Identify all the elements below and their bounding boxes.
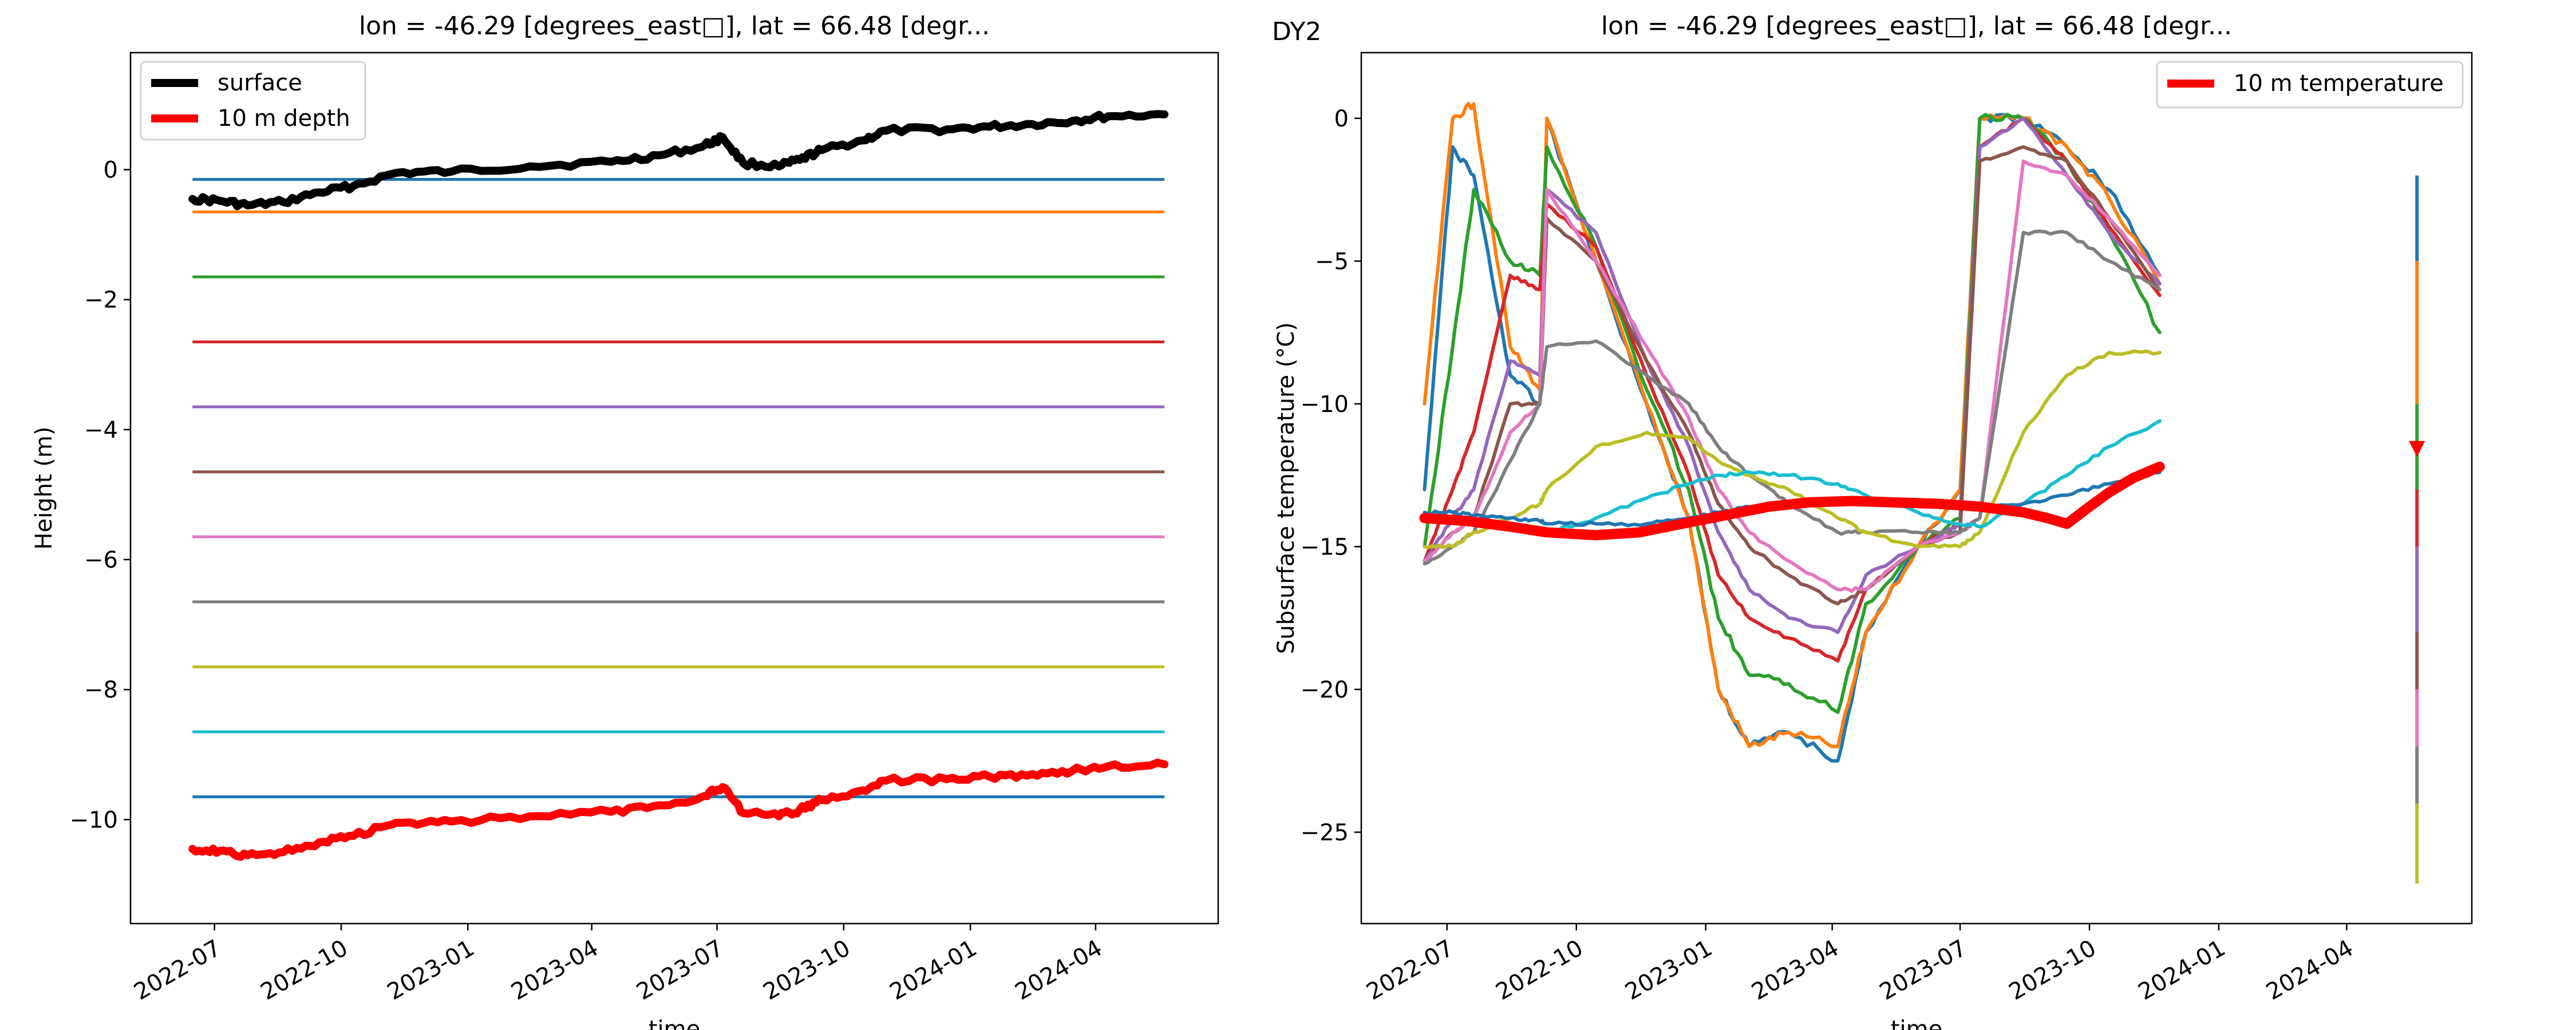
temperature-chart-series-group	[1419, 102, 2425, 884]
temperature-chart-ytick-label: −5	[1315, 248, 1349, 275]
figure-label: DY2	[1272, 17, 1321, 46]
legend-label-10m-depth: 10 m depth	[218, 105, 350, 132]
temperature-chart-xlabel: time	[1891, 1016, 1942, 1030]
temperature-chart-ytick-label: −15	[1301, 534, 1349, 560]
legend-label-surface: surface	[218, 70, 302, 96]
sensor-temperature-line	[1423, 145, 2162, 606]
surface-line	[188, 110, 1169, 211]
height-chart-ytick-label: −10	[70, 807, 118, 833]
sensor-temperature-line	[1423, 113, 2162, 714]
height-chart-ytick-label: −4	[84, 417, 118, 443]
temperature-chart-ytick-label: −10	[1301, 391, 1349, 418]
temperature-chart-ytick-label: 0	[1334, 106, 1349, 132]
height-chart-frame	[129, 52, 1219, 925]
legend-label-10m-temperature: 10 m temperature	[2234, 70, 2444, 97]
height-chart-xlabel: time	[649, 1016, 700, 1030]
height-chart-ytick-label: 0	[104, 157, 118, 183]
temperature-10m-line	[1419, 461, 2165, 541]
sensor-temperature-line	[1423, 116, 2162, 634]
temperature-chart-legend: 10 m temperature	[2156, 61, 2464, 109]
height-chart-title: lon = -46.29 [degrees_east□], lat = 66.4…	[359, 11, 990, 41]
height-chart-series-group	[188, 110, 1169, 861]
depth-10m-line	[188, 758, 1169, 861]
sensor-temperature-line	[1423, 349, 2162, 549]
height-chart-ytick-label: −8	[84, 677, 118, 703]
temperature-chart-title: lon = -46.29 [degrees_east□], lat = 66.4…	[1601, 11, 2232, 41]
height-chart-legend: surface 10 m depth	[140, 61, 366, 141]
height-chart-ylabel: Height (m)	[31, 426, 57, 549]
end-spike-marker	[2409, 441, 2425, 457]
height-chart-ytick-label: −2	[84, 287, 118, 314]
temperature-chart-frame	[1360, 52, 2473, 925]
height-chart-ytick-label: −6	[84, 547, 118, 573]
temperature-chart-legend-box	[2156, 61, 2464, 109]
temperature-chart-ytick-label: −25	[1301, 819, 1349, 846]
temperature-chart-ylabel: Subsurface temperature (°C)	[1273, 322, 1299, 654]
temperature-chart-ytick-label: −20	[1301, 677, 1349, 703]
sensor-temperature-line	[1423, 159, 2162, 593]
